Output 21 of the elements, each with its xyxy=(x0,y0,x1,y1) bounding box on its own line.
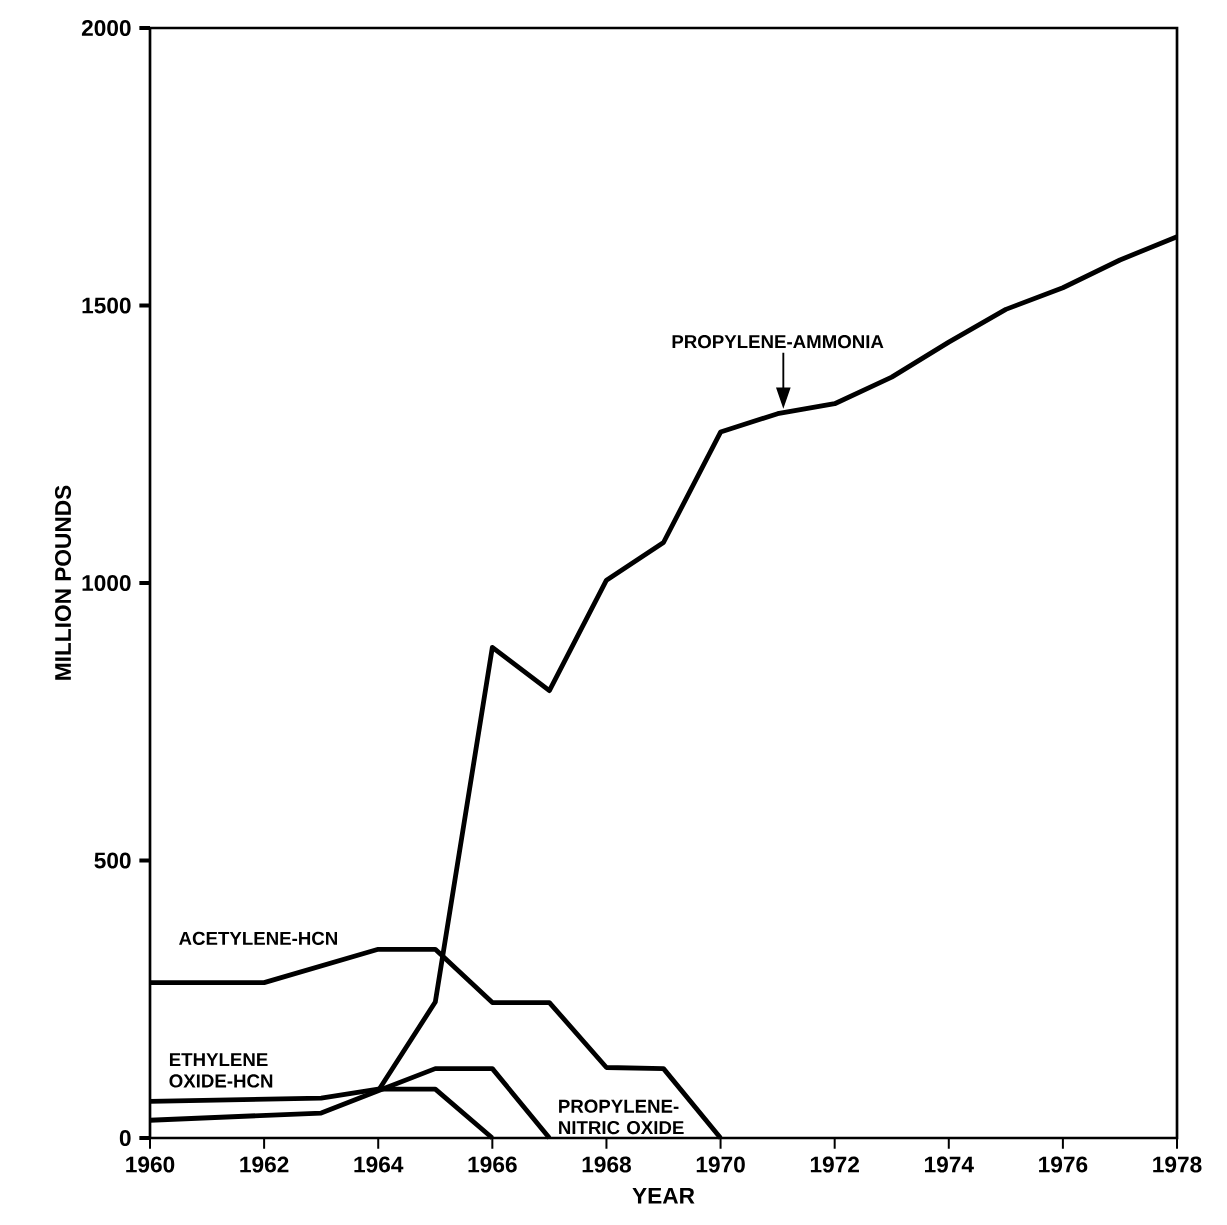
y-tick-label: 0 xyxy=(119,1129,131,1147)
y-tick-label: 1500 xyxy=(82,297,131,314)
series-label: PROPYLENE-NITRIC OXIDE xyxy=(559,1099,684,1135)
x-tick-label: 1962 xyxy=(240,1156,289,1173)
y-tick-label: 2000 xyxy=(81,19,131,37)
x-tick-label: 1976 xyxy=(1039,1156,1088,1173)
series-label: ACETYLENE-HCN xyxy=(179,931,338,945)
y-tick-label: 500 xyxy=(94,852,131,869)
x-axis-title: YEAR xyxy=(632,1187,695,1204)
y-tick-label: 1000 xyxy=(82,574,131,592)
series-label: ETHYLENE OXIDE-HCN xyxy=(169,1053,273,1088)
x-tick-label: 1972 xyxy=(810,1156,859,1173)
x-tick-label: 1968 xyxy=(582,1156,631,1173)
x-tick-label: 1970 xyxy=(696,1156,745,1173)
x-tick-label: 1978 xyxy=(1153,1156,1202,1173)
x-tick-label: 1966 xyxy=(468,1156,517,1173)
y-axis-title: MILLION POUNDS xyxy=(55,485,72,680)
x-tick-label: 1974 xyxy=(925,1156,974,1173)
x-tick-label: 1960 xyxy=(126,1156,175,1173)
x-tick-label: 1964 xyxy=(354,1156,404,1173)
series-label: PROPYLENE-AMMONIA xyxy=(672,335,884,349)
